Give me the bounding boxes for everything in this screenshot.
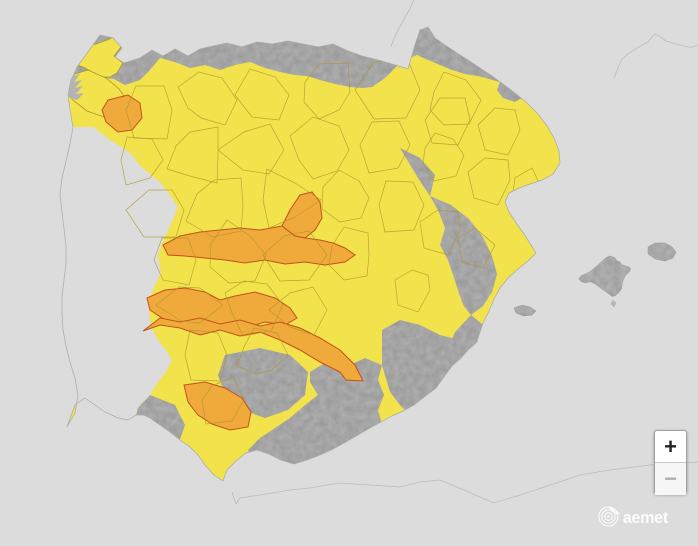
svg-text:aemet: aemet	[623, 509, 669, 527]
